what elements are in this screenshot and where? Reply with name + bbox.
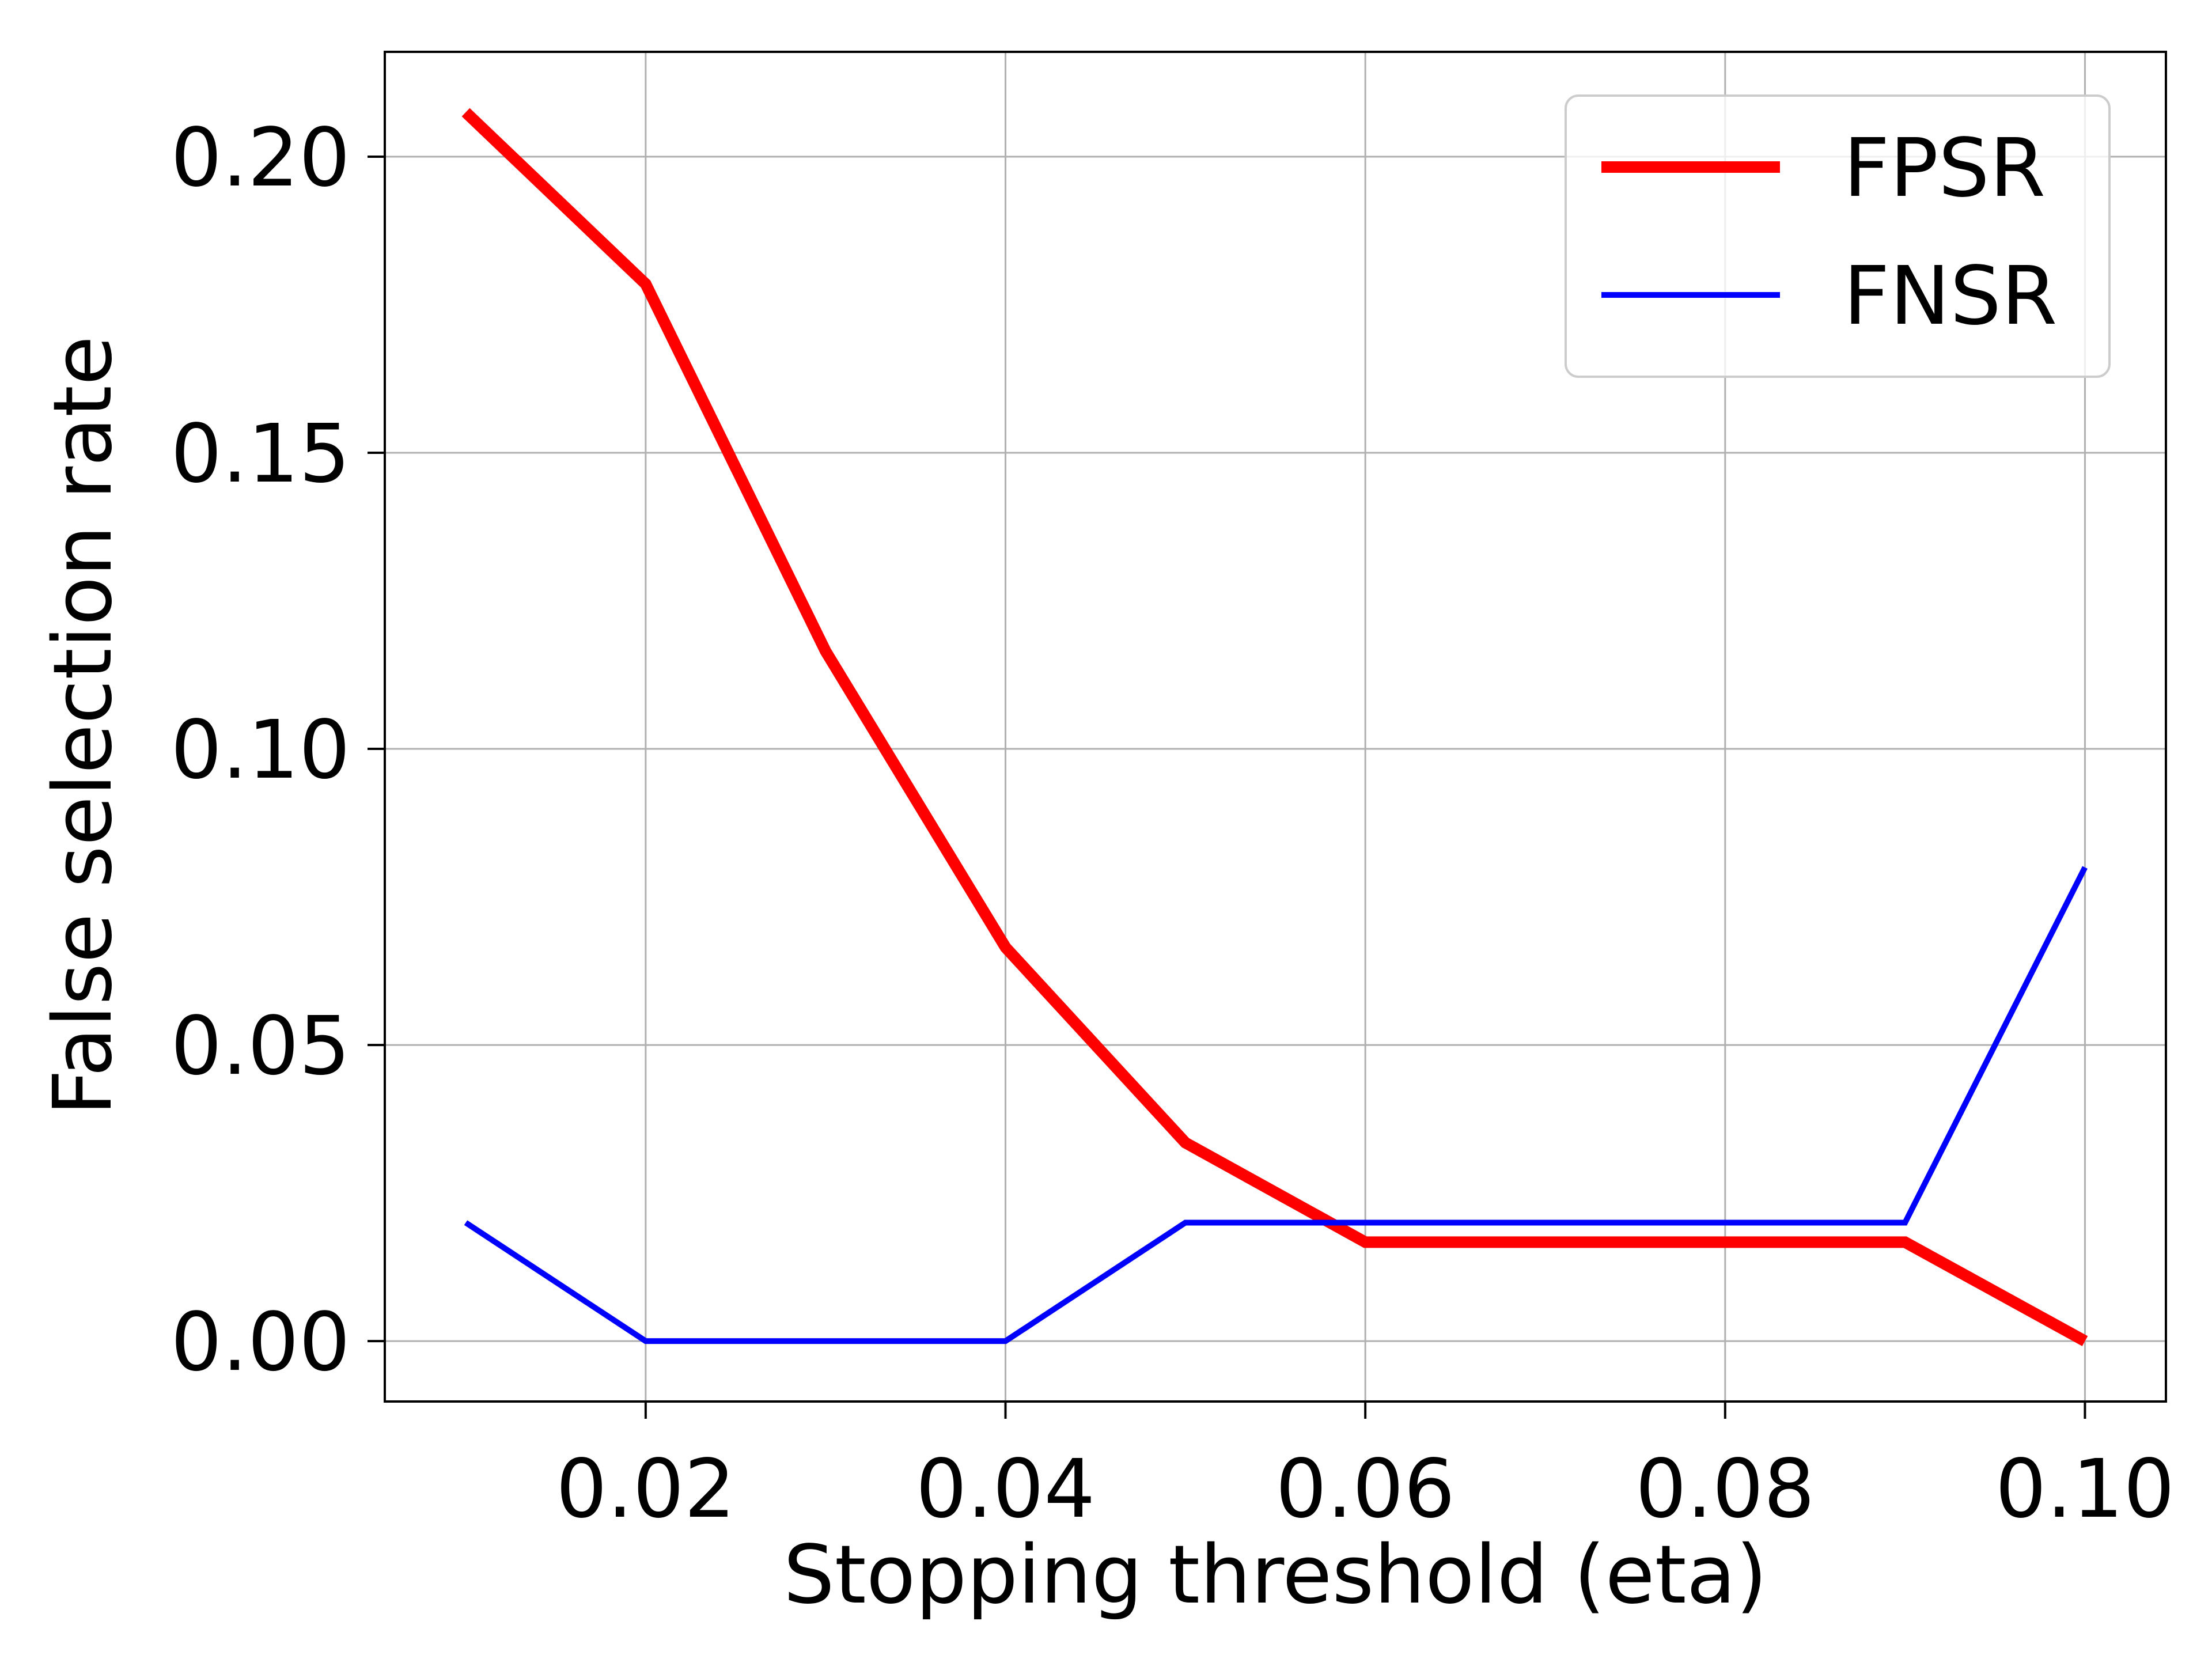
legend: FPSR FNSR bbox=[1565, 94, 2111, 378]
y-tick-label: 0.00 bbox=[171, 1296, 350, 1389]
series-layer bbox=[461, 108, 2088, 1346]
y-tick-label: 0.05 bbox=[171, 999, 350, 1093]
x-axis-ticks: 0.02 0.04 0.06 0.08 0.10 bbox=[556, 1402, 2175, 1536]
y-tick-label: 0.20 bbox=[171, 111, 350, 205]
plot-frame bbox=[384, 51, 2167, 1403]
x-tick-label: 0.08 bbox=[1635, 1442, 1815, 1536]
legend-label-fpsr: FPSR bbox=[1843, 122, 2046, 215]
series-line-fpsr bbox=[461, 108, 2088, 1346]
y-axis-label: False selection rate bbox=[36, 336, 130, 1116]
x-tick-label: 0.10 bbox=[1995, 1442, 2175, 1536]
x-axis-label: Stopping threshold (eta) bbox=[783, 1528, 1767, 1622]
series-line-fnsr bbox=[464, 866, 2088, 1344]
y-tick-label: 0.15 bbox=[171, 407, 350, 501]
x-tick-label: 0.06 bbox=[1275, 1442, 1455, 1536]
legend-label-fnsr: FNSR bbox=[1843, 249, 2057, 343]
y-tick-label: 0.10 bbox=[171, 703, 350, 797]
y-axis-ticks: 0.00 0.05 0.10 0.15 0.20 bbox=[171, 111, 385, 1389]
x-tick-label: 0.02 bbox=[556, 1442, 736, 1536]
x-tick-label: 0.04 bbox=[916, 1442, 1096, 1536]
